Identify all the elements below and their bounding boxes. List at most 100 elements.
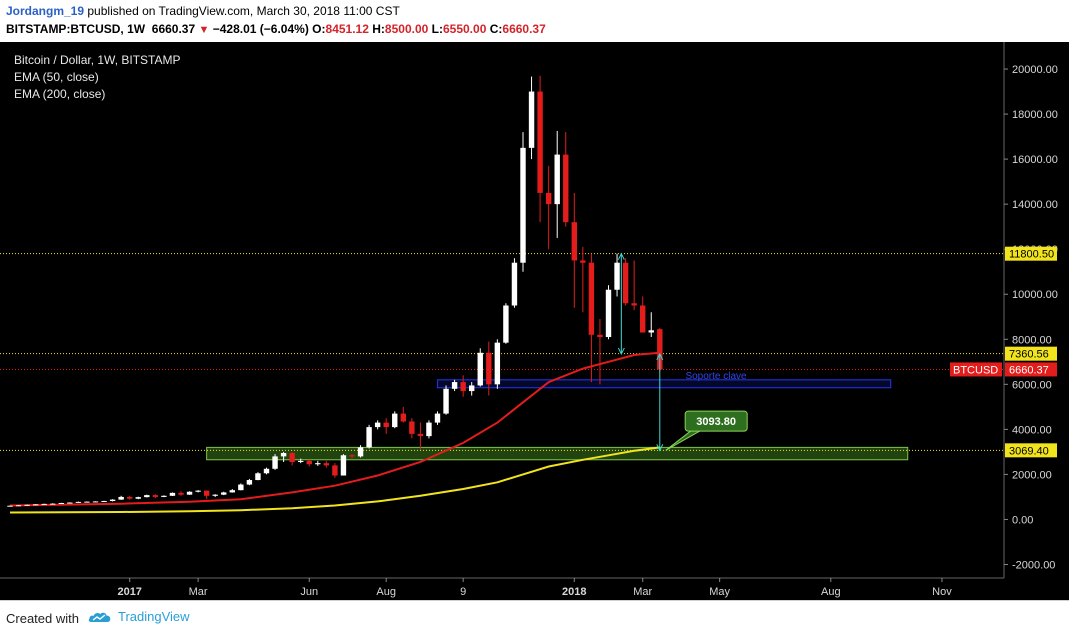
candle — [323, 463, 330, 466]
candle — [15, 505, 22, 507]
candle — [298, 460, 304, 463]
y-tick-label: 4000.00 — [1012, 424, 1052, 436]
candle — [434, 413, 441, 423]
legend-ema50[interactable]: EMA (50, close) — [14, 70, 99, 84]
y-tick-label: 0.00 — [1012, 514, 1033, 526]
candle — [280, 453, 287, 457]
x-tick-label: Aug — [821, 586, 841, 598]
candle — [75, 501, 82, 503]
tradingview-label: TradingView — [118, 609, 190, 624]
tradingview-brand[interactable]: TradingView — [88, 609, 190, 624]
candle — [460, 382, 466, 392]
candle — [640, 305, 646, 333]
candle — [127, 496, 133, 499]
candle — [161, 495, 167, 497]
candle — [246, 480, 253, 485]
y-tick-label: 14000.00 — [1012, 199, 1058, 211]
y-tick-label: -2000.00 — [1012, 559, 1055, 571]
y-tick-label: 16000.00 — [1012, 154, 1058, 166]
footer-bar: Created with TradingView — [0, 600, 1069, 637]
candle — [400, 413, 406, 422]
candle — [528, 91, 535, 148]
tradingview-logo-icon — [88, 612, 111, 622]
close-label: C: — [489, 22, 503, 36]
price-tag-3 — [1005, 443, 1057, 458]
symbol-ohlc-line: BITSTAMP:BTCUSD, 1W 6660.37 ▼ −428.01 (−… — [6, 22, 546, 36]
candle — [152, 495, 159, 497]
legend-title: Bitcoin / Dollar, 1W, BITSTAMP — [14, 53, 181, 67]
price-tag-0 — [1005, 246, 1057, 261]
x-tick-label: 2017 — [117, 586, 141, 598]
candle — [7, 505, 13, 507]
header-bar: Jordangm_19 published on TradingView.com… — [0, 0, 1069, 42]
callout-label: 3093.80 — [696, 416, 736, 428]
symbol-label: BITSTAMP:BTCUSD, 1W — [6, 22, 146, 36]
blue-support-zone — [436, 379, 892, 389]
y-tick-label: 2000.00 — [1012, 469, 1052, 481]
price-tag-label-2: 6660.37 — [1009, 364, 1049, 376]
candle — [597, 334, 603, 338]
y-tick-label: 8000.00 — [1012, 334, 1052, 346]
x-tick-label: Nov — [932, 586, 952, 598]
x-tick-label: 2018 — [562, 586, 586, 598]
arrow-down-icon — [656, 444, 664, 452]
candle — [383, 422, 389, 428]
candle — [511, 262, 518, 306]
chart-area[interactable]: Soporte clave 3093.80 -2000.00 0.00 2000.00 4… — [0, 42, 1069, 600]
candle — [605, 289, 612, 338]
low-value: 6550.00 — [442, 22, 487, 36]
price-tag-label-3: 3069.40 — [1009, 445, 1049, 457]
y-tick-label: 20000.00 — [1012, 64, 1058, 76]
blue-zone-label: Soporte clave — [685, 371, 747, 382]
candle — [221, 492, 227, 495]
x-tick-label: Aug — [376, 586, 396, 598]
price-tag-1 — [1005, 346, 1057, 361]
candle — [332, 465, 338, 476]
author-link[interactable]: Jordangm_19 — [6, 4, 85, 18]
candle — [588, 262, 595, 335]
candle — [648, 330, 654, 333]
candle — [409, 421, 415, 434]
arrow-up-icon — [656, 352, 664, 361]
candle — [195, 490, 201, 492]
candle — [614, 262, 620, 290]
candle — [178, 492, 184, 495]
candle — [443, 388, 449, 414]
last-price: 6660.37 — [151, 22, 196, 36]
x-tick-label: Mar — [189, 586, 208, 598]
candle — [349, 455, 355, 457]
price-chart[interactable]: Soporte clave 3093.80 -2000.00 0.00 2000.00 4… — [0, 42, 1069, 600]
callout-box — [684, 410, 748, 432]
candle — [520, 147, 526, 263]
candle — [186, 491, 193, 495]
candle — [392, 413, 398, 428]
symbol-tag-label: BTCUSD — [953, 364, 998, 376]
candle — [212, 494, 218, 496]
ema50-line — [9, 351, 660, 507]
close-value: 6660.37 — [502, 22, 546, 36]
support-zone — [206, 446, 909, 461]
publish-line: Jordangm_19 published on TradingView.com… — [6, 4, 400, 18]
price-tag-2 — [1005, 362, 1057, 377]
open-label: O: — [312, 22, 326, 36]
high-label: H: — [372, 22, 385, 36]
candle — [306, 460, 312, 465]
candle — [580, 260, 586, 263]
candle — [571, 222, 577, 261]
candle — [24, 504, 30, 506]
legend-ema200[interactable]: EMA (200, close) — [14, 87, 106, 101]
candle — [229, 490, 235, 493]
candle — [374, 422, 381, 428]
candle — [238, 484, 244, 491]
candle — [263, 468, 270, 474]
candle — [494, 342, 501, 385]
ema200-line — [9, 446, 660, 514]
candle — [144, 495, 150, 498]
published-text: published on TradingView.com, March 30, … — [87, 4, 400, 18]
candle — [32, 504, 39, 506]
candle — [203, 490, 210, 496]
candle — [545, 192, 552, 205]
candle — [451, 382, 458, 389]
candle — [340, 455, 347, 476]
candle — [58, 503, 64, 505]
